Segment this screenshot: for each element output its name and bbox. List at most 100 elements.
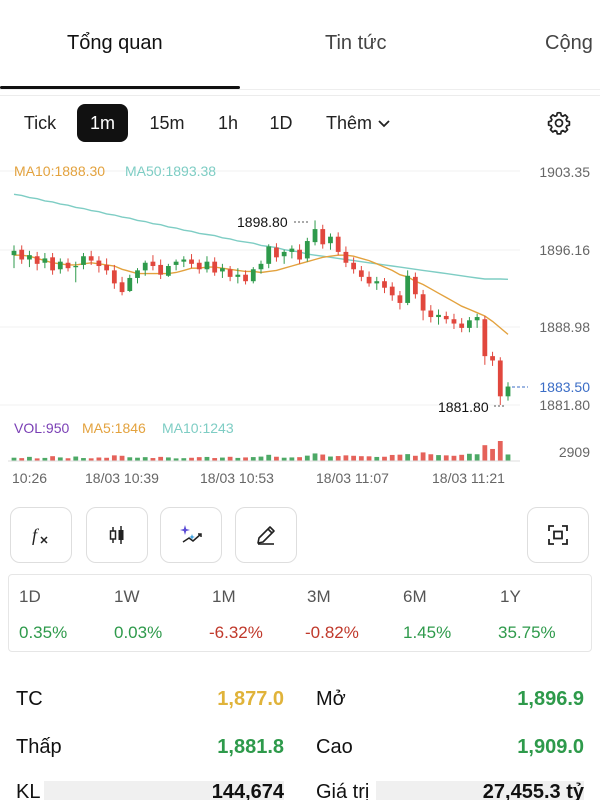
candle-body — [19, 249, 25, 260]
candle-body — [474, 317, 480, 321]
candle-body — [467, 320, 472, 328]
chart-canvas[interactable]: MA10:1888.30 MA50:1893.38 VOL:950 MA5:18… — [0, 150, 600, 495]
fullscreen-button[interactable] — [527, 507, 589, 563]
volume-bar — [258, 456, 264, 461]
volume-ma5-label: MA5:1846 — [82, 420, 146, 436]
candle-body — [420, 294, 426, 311]
volume-bar — [250, 457, 256, 461]
interval-tick[interactable]: Tick — [23, 113, 57, 133]
tab-news[interactable]: Tin tức — [325, 32, 387, 54]
volume-bar — [220, 457, 225, 461]
volume-bar — [397, 454, 403, 461]
settings-gear-icon[interactable] — [546, 110, 572, 136]
candle-body — [258, 263, 264, 270]
volume-bar — [405, 454, 411, 461]
volume-bar — [243, 457, 248, 461]
x-tick-label: 10:26 — [12, 470, 47, 486]
open-price-value: 1,896.9 — [517, 688, 584, 710]
high-price-stat-value: 1,909.0 — [517, 736, 584, 758]
candle-body — [81, 256, 86, 265]
interval-1m[interactable]: 1m — [77, 104, 128, 142]
candle-body — [243, 274, 248, 282]
volume-bar — [212, 458, 218, 461]
candle-body — [366, 276, 372, 284]
ai-magic-icon — [180, 525, 202, 543]
volume-bar — [497, 441, 503, 461]
volume-bar — [104, 457, 110, 461]
formula-icon: f — [32, 525, 48, 545]
candle-body — [397, 295, 403, 303]
volume-bar — [351, 455, 357, 461]
indicator-button[interactable]: f — [10, 507, 72, 563]
perf-label-6m: 6M — [403, 587, 427, 606]
ai-tool-button[interactable] — [160, 507, 222, 563]
interval-1h[interactable]: 1h — [217, 113, 239, 133]
perf-label-1w: 1W — [114, 587, 140, 606]
stats-row-1: TC 1,877.0 Mở 1,896.9 — [0, 688, 600, 728]
candle-body — [320, 229, 326, 245]
volume-bar — [158, 456, 164, 461]
volume-bar — [343, 455, 349, 461]
reference-price-label: TC — [16, 688, 43, 710]
candle-body — [235, 274, 241, 277]
high-price-label: 1898.80 — [237, 214, 288, 230]
draw-tool-button[interactable] — [235, 507, 297, 563]
volume-bar — [11, 457, 17, 461]
volume-bar — [474, 454, 480, 461]
chart-tools: f — [0, 505, 600, 565]
candle-body — [135, 270, 140, 278]
x-tick-label: 18/03 10:39 — [85, 470, 159, 486]
candle-body — [88, 256, 94, 261]
volume-bar — [490, 448, 495, 461]
stats-row-3: KL 144,674 Giá trị 27,455.3 tỷ — [0, 781, 600, 800]
price-chart[interactable]: MA10:1888.30 MA50:1893.38 VOL:950 MA5:18… — [0, 150, 600, 495]
candle-body — [328, 236, 333, 244]
candle-body — [34, 256, 40, 264]
candles — [11, 220, 511, 405]
value-bar-bg — [376, 781, 584, 800]
candle-body — [150, 261, 156, 267]
perf-value-1d: 0.35% — [19, 623, 68, 642]
performance-panel: 1D 0.35% 1W 0.03% 1M -6.32% 3M -0.82% 6M… — [8, 574, 592, 652]
chart-type-button[interactable] — [86, 507, 148, 563]
volume-bar — [235, 457, 241, 461]
volume-bar — [459, 454, 465, 461]
reference-price-value: 1,877.0 — [217, 688, 284, 710]
more-intervals-button[interactable]: Thêm — [318, 104, 398, 142]
volume-bar — [366, 456, 372, 461]
candle-body — [142, 262, 148, 271]
volume-bar — [335, 456, 341, 461]
interval-15m[interactable]: 15m — [149, 113, 185, 133]
more-label: Thêm — [325, 113, 372, 133]
candle-body — [96, 260, 102, 267]
perf-label-1m: 1M — [212, 587, 236, 606]
volume-bar — [281, 457, 287, 461]
pencil-icon — [257, 526, 275, 545]
tab-overview[interactable]: Tổng quan — [67, 32, 163, 54]
candle-body — [196, 262, 202, 270]
tab-community[interactable]: Cộng — [545, 32, 593, 54]
volume-bar — [81, 458, 86, 461]
interval-1d[interactable]: 1D — [269, 113, 293, 133]
x-tick-label: 18/03 10:53 — [200, 470, 274, 486]
candle-body — [111, 270, 117, 284]
candle-body — [382, 281, 387, 288]
volume-bar — [266, 454, 272, 461]
candle-body — [412, 276, 418, 295]
last-price-label: 1883.50 — [539, 379, 590, 395]
y-tick-label: 1888.98 — [539, 319, 590, 335]
volume-bar — [451, 455, 457, 461]
value-stat-label: Giá trị — [316, 781, 370, 800]
ma50-label: MA50:1893.38 — [125, 163, 216, 179]
candle-body — [73, 266, 79, 268]
candle-body — [204, 261, 210, 270]
volume-label: VOL:950 — [14, 420, 69, 436]
candle-body — [443, 315, 449, 320]
volume-bar — [111, 455, 117, 461]
volume-bar — [467, 453, 472, 461]
top-tabs: Tổng quan Tin tức Cộng — [0, 0, 600, 90]
candle-body — [189, 259, 194, 264]
volume-bar — [88, 458, 94, 461]
volume-bar — [181, 458, 187, 461]
volume-bar — [304, 455, 310, 461]
